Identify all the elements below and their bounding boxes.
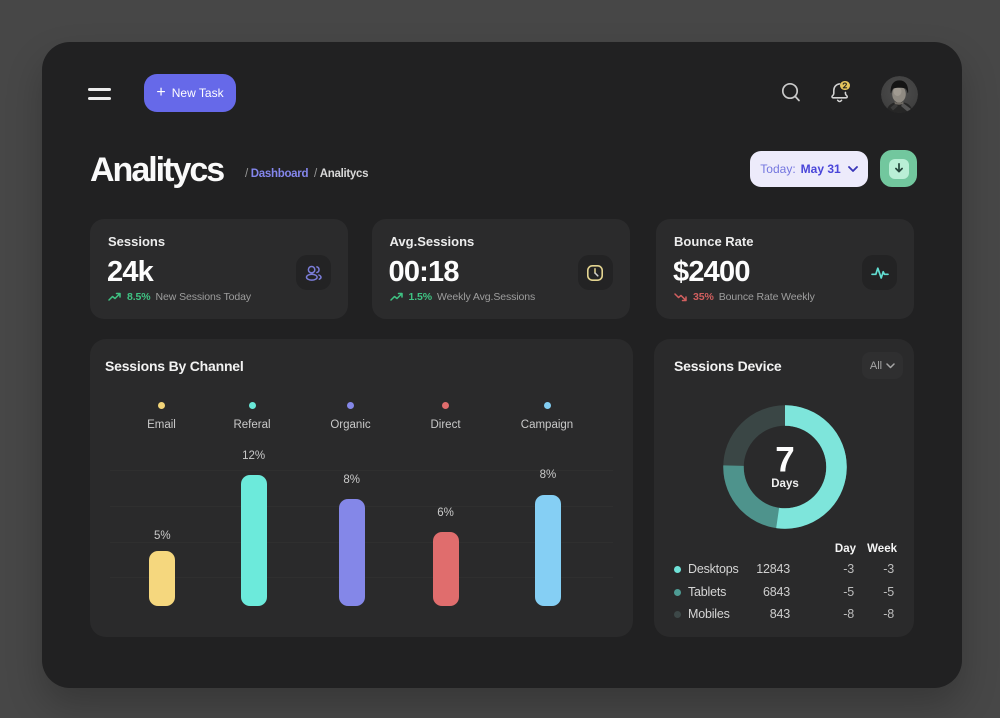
svg-text:Days: Days bbox=[771, 478, 799, 490]
svg-text:7: 7 bbox=[775, 441, 794, 480]
